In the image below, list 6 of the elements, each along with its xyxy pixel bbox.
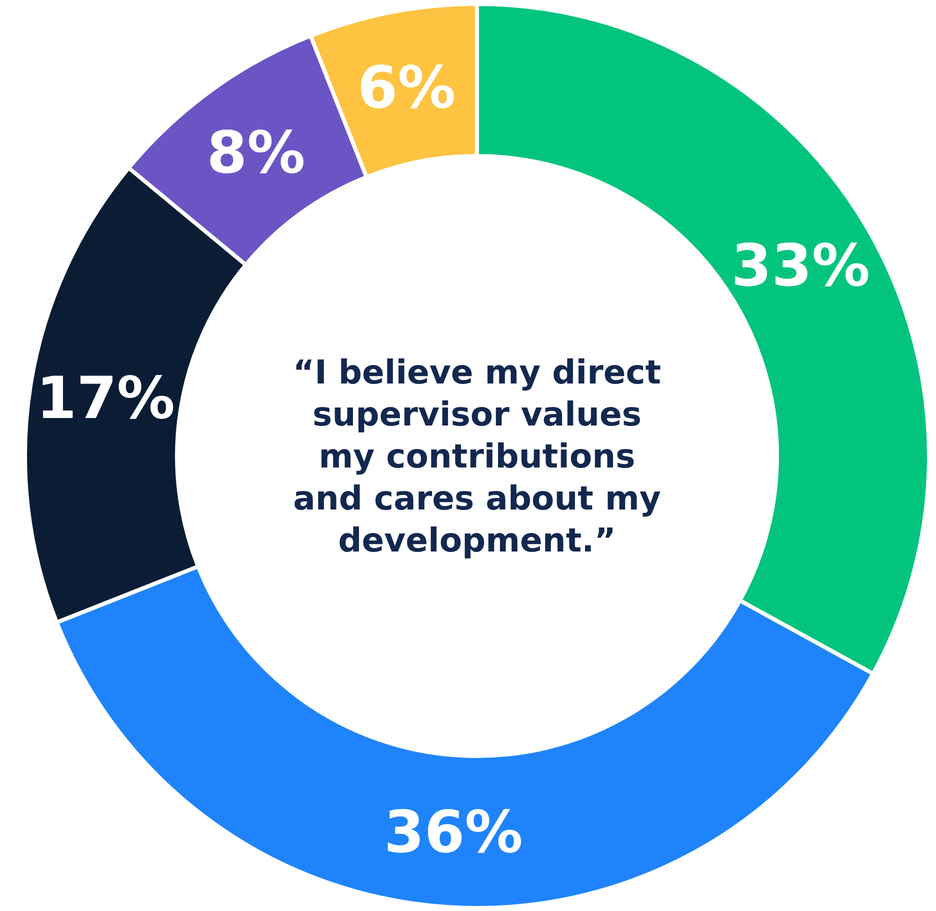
data-label: 36% [384,798,523,866]
data-label: 8% [206,118,306,187]
text: “I believe my direct supervisor values my contributions and cares about my development.” [292,352,662,560]
data-label: 6% [357,54,456,122]
data-label: 33% [731,231,870,300]
data-label: 17% [36,364,176,432]
